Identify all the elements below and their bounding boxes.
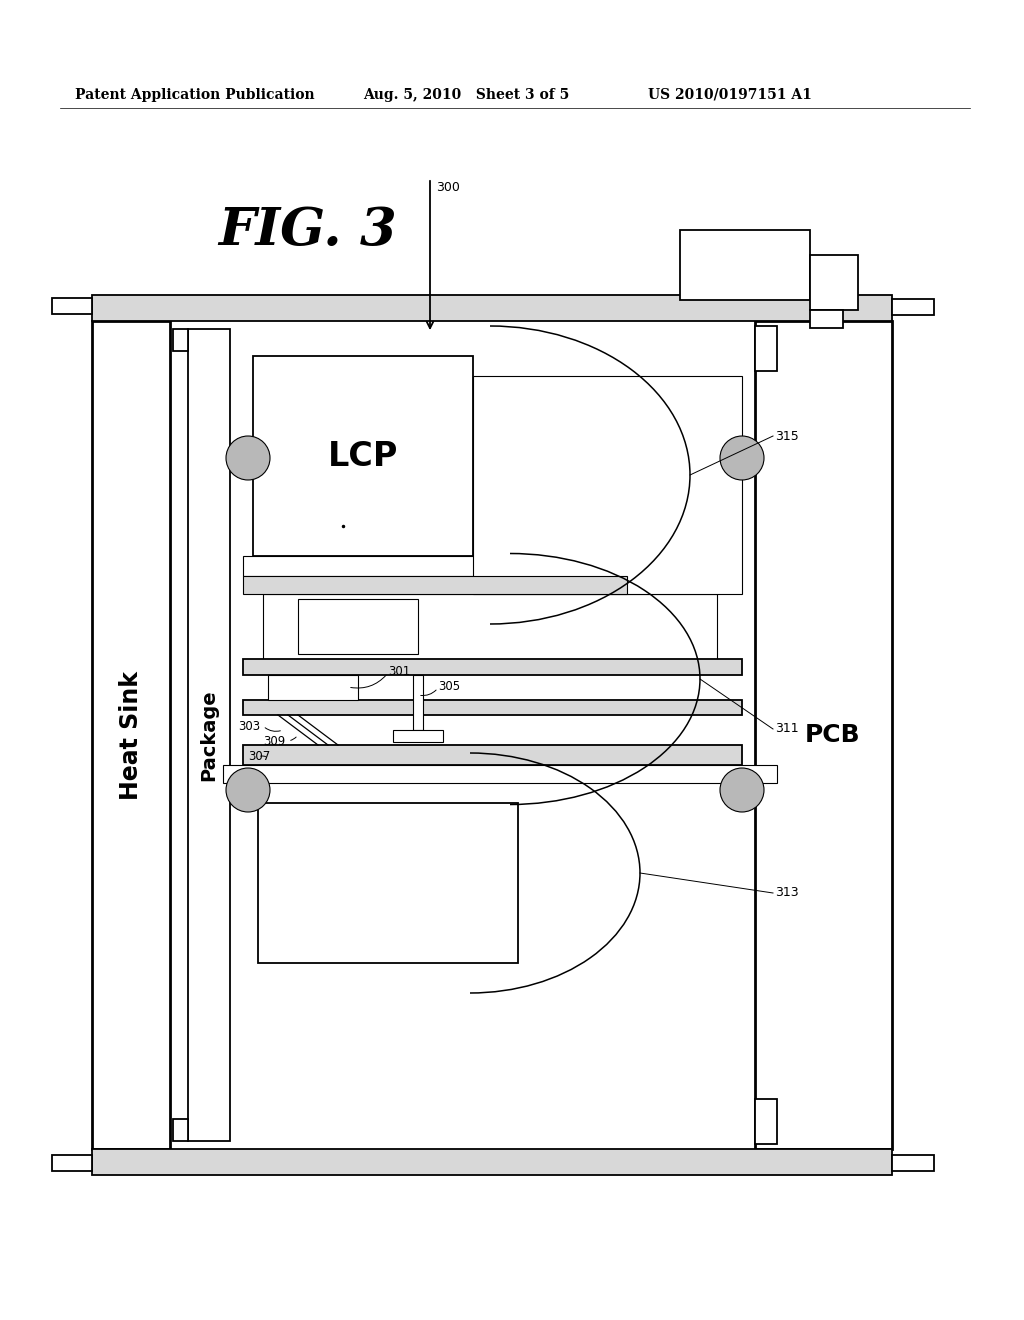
Bar — [173, 1119, 188, 1140]
Bar — [755, 1100, 777, 1144]
Bar — [223, 766, 777, 783]
Bar — [810, 310, 843, 327]
Text: PCB: PCB — [805, 723, 861, 747]
Text: 307: 307 — [248, 750, 270, 763]
Bar — [188, 329, 230, 1140]
Bar — [92, 294, 892, 321]
Bar — [393, 730, 443, 742]
Bar — [810, 255, 858, 310]
Bar — [92, 321, 170, 1148]
Text: 303: 303 — [238, 719, 260, 733]
Text: 315: 315 — [775, 429, 799, 442]
Text: 309: 309 — [263, 735, 286, 748]
Bar — [268, 675, 358, 700]
Text: 305: 305 — [438, 680, 460, 693]
Bar — [243, 700, 742, 715]
Bar — [173, 329, 188, 351]
Circle shape — [720, 768, 764, 812]
Circle shape — [720, 436, 764, 480]
Text: FIG. 3: FIG. 3 — [218, 205, 396, 256]
Bar — [243, 576, 627, 594]
Bar — [263, 594, 717, 659]
Bar — [298, 599, 418, 653]
Bar — [243, 556, 483, 576]
Bar — [755, 326, 777, 371]
Bar — [258, 803, 518, 964]
Text: 311: 311 — [775, 722, 799, 735]
Text: US 2010/0197151 A1: US 2010/0197151 A1 — [648, 88, 812, 102]
Text: 313: 313 — [775, 887, 799, 899]
Text: Heat Sink: Heat Sink — [119, 671, 143, 800]
Bar — [473, 376, 742, 594]
Bar — [413, 675, 423, 730]
Text: Patent Application Publication: Patent Application Publication — [75, 88, 314, 102]
Text: LCP: LCP — [328, 440, 398, 473]
Bar — [892, 1155, 934, 1171]
Bar — [892, 300, 934, 315]
Text: Aug. 5, 2010   Sheet 3 of 5: Aug. 5, 2010 Sheet 3 of 5 — [362, 88, 569, 102]
Bar — [243, 744, 742, 766]
Circle shape — [226, 768, 270, 812]
Bar — [243, 659, 742, 675]
Text: 300: 300 — [436, 181, 460, 194]
Circle shape — [226, 436, 270, 480]
Text: 301: 301 — [388, 665, 411, 678]
Bar — [680, 230, 810, 300]
Bar — [253, 356, 473, 556]
Bar — [52, 298, 92, 314]
Text: Package: Package — [200, 689, 218, 781]
Bar — [755, 321, 892, 1148]
Bar — [52, 1155, 92, 1171]
Bar — [92, 1148, 892, 1175]
